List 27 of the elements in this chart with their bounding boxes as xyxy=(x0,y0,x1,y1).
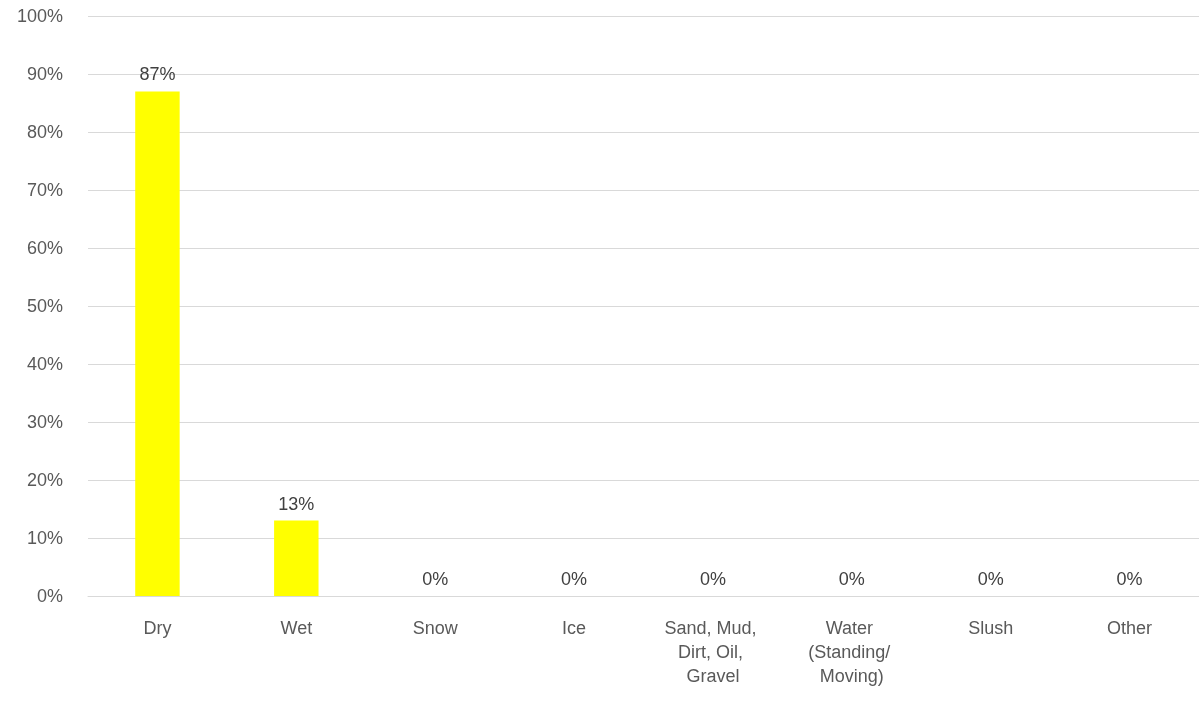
y-tick-label: 80% xyxy=(26,122,63,142)
x-tick-label: Wet xyxy=(280,618,313,638)
data-label: 0% xyxy=(422,569,449,589)
y-tick-label: 100% xyxy=(16,6,63,26)
data-label: 0% xyxy=(699,569,726,589)
x-tick-label: Snow xyxy=(412,618,459,638)
y-tick-label: 10% xyxy=(26,528,63,548)
y-tick-label: 60% xyxy=(26,238,63,258)
y-tick-label: 0% xyxy=(36,586,63,606)
x-tick-label: Ice xyxy=(562,618,587,638)
data-label: 13% xyxy=(278,493,315,514)
data-label: 0% xyxy=(838,569,865,589)
x-tick-label: Slush xyxy=(968,618,1014,638)
y-tick-label: 30% xyxy=(26,412,63,432)
x-tick-label: Water (Standing/ Moving) xyxy=(808,618,896,686)
data-label: 0% xyxy=(561,569,588,589)
x-tick-label: Sand, Mud, Dirt, Oil, Gravel xyxy=(664,618,762,686)
x-tick-label: Other xyxy=(1107,618,1153,638)
y-tick-label: 50% xyxy=(26,296,63,316)
y-tick-label: 90% xyxy=(26,64,63,84)
data-label: 0% xyxy=(977,569,1004,589)
data-label: 87% xyxy=(139,64,176,85)
data-label: 0% xyxy=(1116,569,1143,589)
x-tick-label: Dry xyxy=(143,618,172,638)
y-tick-label: 20% xyxy=(26,470,63,490)
y-tick-label: 70% xyxy=(26,180,63,200)
y-tick-label: 40% xyxy=(26,354,63,374)
